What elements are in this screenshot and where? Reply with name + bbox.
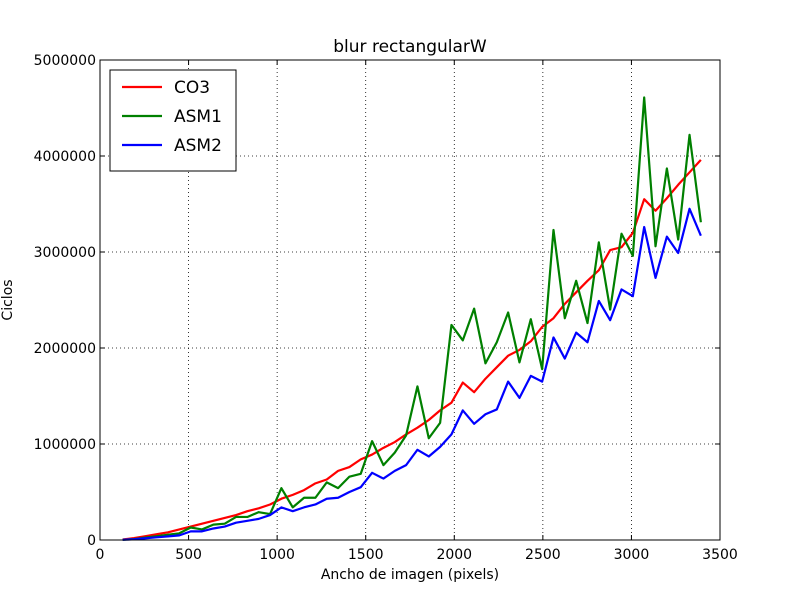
chart-title: blur rectangularW bbox=[333, 37, 487, 57]
legend-label-co3: CO3 bbox=[174, 78, 210, 98]
legend: CO3 ASM1 ASM2 bbox=[109, 69, 237, 172]
series-line-asm1 bbox=[122, 96, 702, 541]
x-tick-label: 500 bbox=[175, 547, 202, 563]
y-tick-label: 0 bbox=[87, 533, 96, 549]
y-axis-title: Ciclos bbox=[0, 279, 16, 320]
x-axis-title: Ancho de imagen (pixels) bbox=[321, 567, 499, 583]
y-tick-label: 5000000 bbox=[34, 53, 96, 69]
axis-ticks: 0 500 1000 1500 2000 2500 3000 3500 0 1000000 2000… bbox=[34, 53, 738, 563]
series-lines bbox=[122, 96, 702, 541]
x-tick-label: 2500 bbox=[525, 547, 561, 563]
x-tick-label: 3500 bbox=[702, 547, 738, 563]
x-tick-label: 2000 bbox=[436, 547, 472, 563]
series-line-asm2 bbox=[122, 207, 702, 541]
x-tick-label: 1500 bbox=[348, 547, 384, 563]
x-tick-label: 3000 bbox=[614, 547, 650, 563]
plot-frame bbox=[99, 59, 721, 541]
x-tick-label: 0 bbox=[96, 547, 105, 563]
y-tick-label: 2000000 bbox=[34, 341, 96, 357]
y-tick-label: 1000000 bbox=[34, 437, 96, 453]
y-tick-label: 4000000 bbox=[34, 149, 96, 165]
legend-label-asm2: ASM2 bbox=[174, 136, 222, 156]
legend-label-asm1: ASM1 bbox=[174, 107, 222, 127]
series-line-co3 bbox=[122, 159, 702, 541]
x-tick-label: 1000 bbox=[259, 547, 295, 563]
y-tick-label: 3000000 bbox=[34, 245, 96, 261]
